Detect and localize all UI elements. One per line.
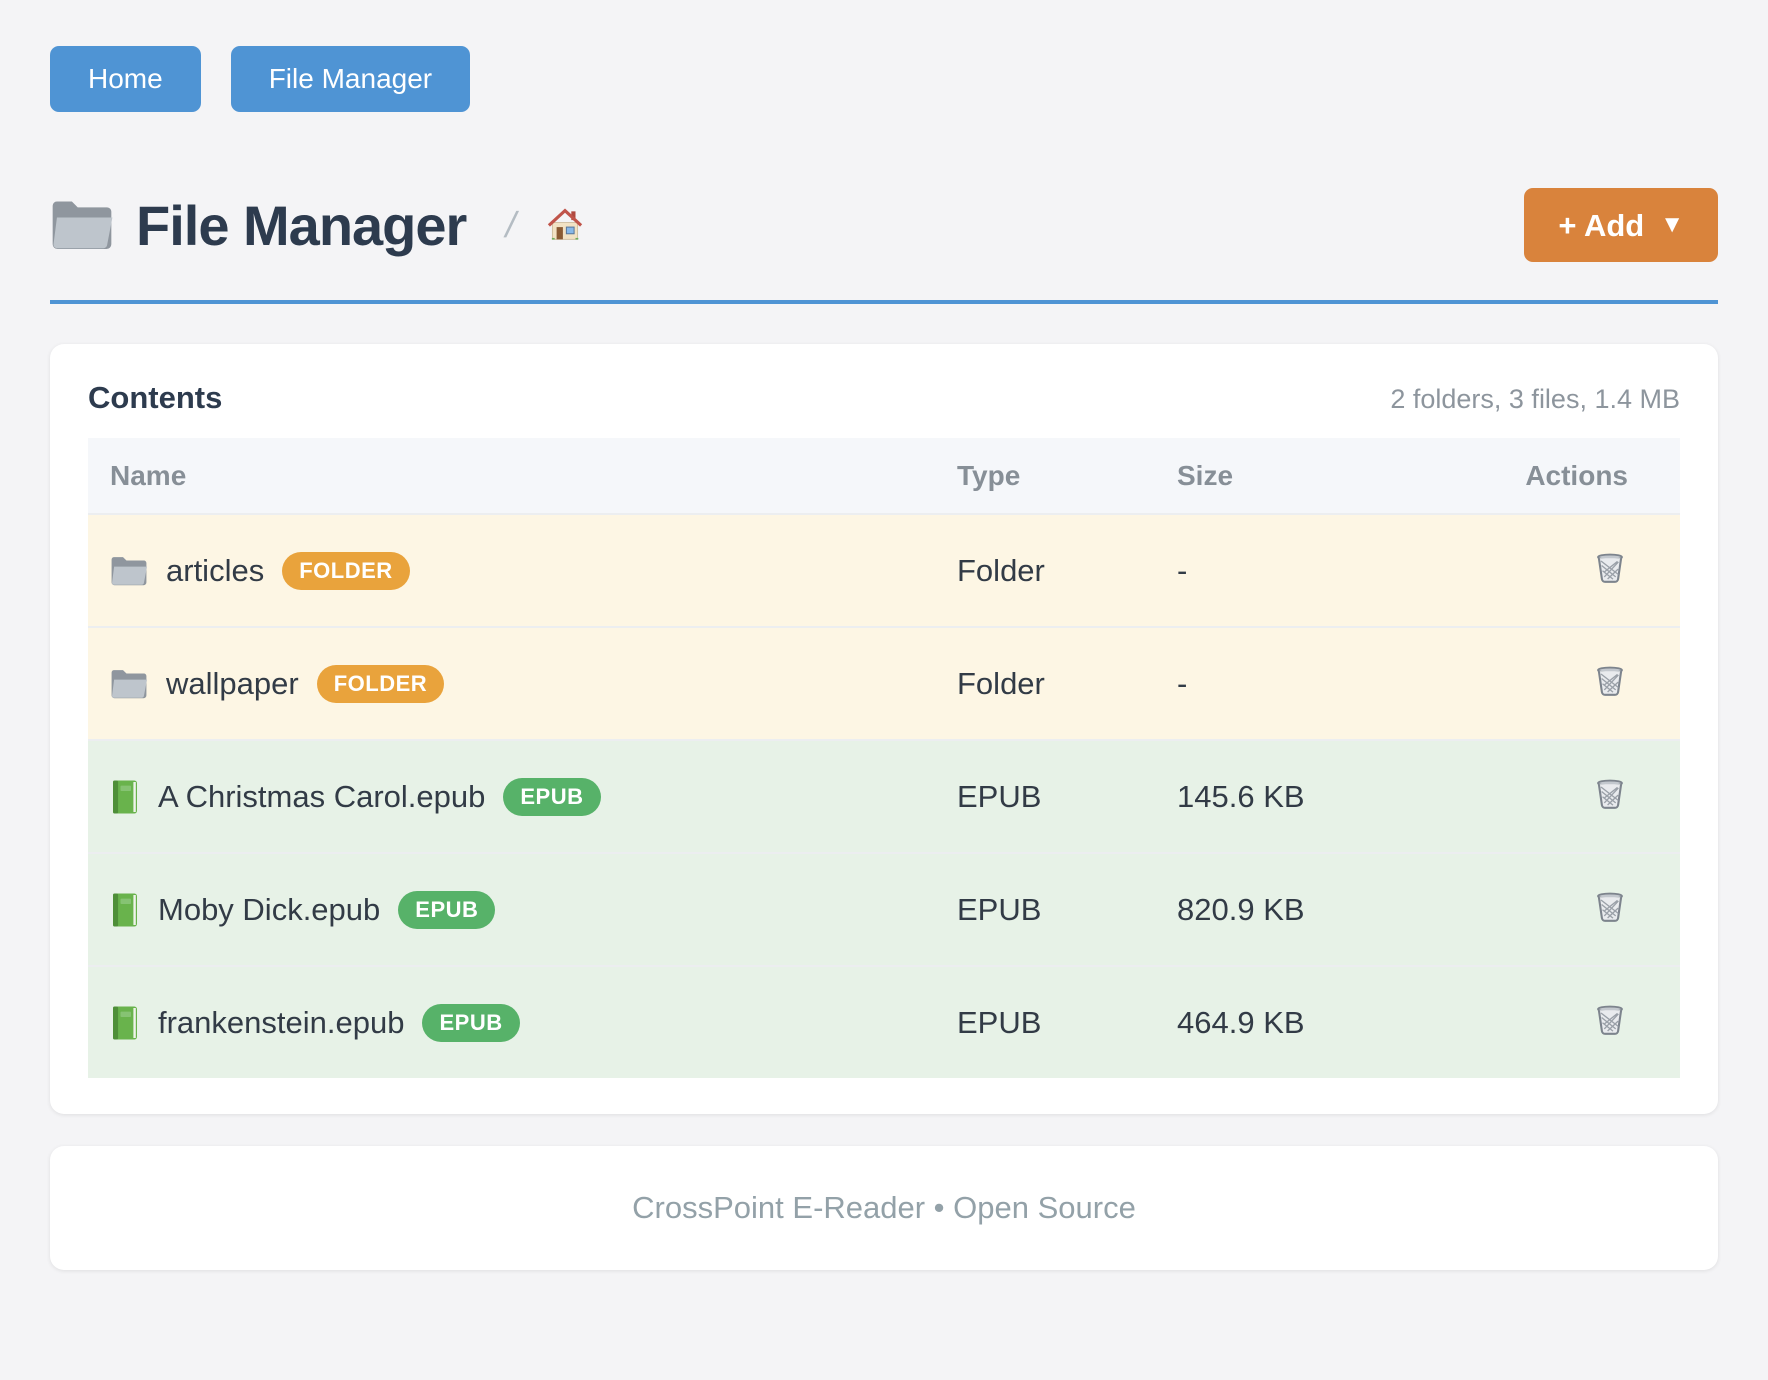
home-button[interactable]: Home	[50, 46, 201, 112]
title-group: File Manager /	[50, 193, 586, 258]
file-type: EPUB	[957, 778, 1042, 814]
file-name[interactable]: articles	[166, 552, 265, 588]
folder-icon	[110, 555, 148, 587]
delete-button[interactable]	[1592, 549, 1628, 585]
book-icon	[110, 1005, 140, 1041]
add-button-label: + Add	[1558, 207, 1645, 243]
top-nav: Home File Manager	[50, 46, 1718, 112]
page-title: File Manager	[136, 193, 467, 257]
file-size: 820.9 KB	[1177, 891, 1305, 927]
file-type: Folder	[957, 665, 1045, 701]
book-icon	[110, 892, 140, 928]
table-row[interactable]: wallpaper FOLDER Folder -	[88, 626, 1680, 739]
folder-badge: FOLDER	[316, 664, 445, 703]
epub-badge: EPUB	[422, 1003, 520, 1042]
book-icon	[110, 779, 140, 815]
file-name[interactable]: frankenstein.epub	[158, 1004, 405, 1040]
table-row[interactable]: A Christmas Carol.epub EPUB EPUB 145.6 K…	[88, 739, 1680, 852]
file-name[interactable]: Moby Dick.epub	[158, 891, 381, 927]
table-row[interactable]: frankenstein.epub EPUB EPUB 464.9 KB	[88, 965, 1680, 1078]
column-header-size: Size	[1177, 459, 1234, 491]
epub-badge: EPUB	[503, 777, 601, 816]
page-header: File Manager / + Add ▼	[50, 188, 1718, 262]
footer-text: CrossPoint E-Reader • Open Source	[632, 1190, 1136, 1225]
column-header-name: Name	[110, 459, 187, 491]
file-size: -	[1177, 552, 1188, 588]
column-header-actions: Actions	[1525, 459, 1628, 491]
contents-summary: 2 folders, 3 files, 1.4 MB	[1390, 384, 1680, 414]
contents-card: Contents 2 folders, 3 files, 1.4 MB Name…	[50, 344, 1718, 1114]
file-name[interactable]: A Christmas Carol.epub	[158, 778, 486, 814]
table-row[interactable]: articles FOLDER Folder -	[88, 513, 1680, 626]
file-name[interactable]: wallpaper	[166, 665, 299, 701]
contents-title: Contents	[88, 380, 223, 415]
file-type: EPUB	[957, 891, 1042, 927]
home-icon[interactable]	[544, 204, 586, 246]
contents-card-header: Contents 2 folders, 3 files, 1.4 MB	[88, 380, 1680, 416]
delete-button[interactable]	[1592, 1001, 1628, 1037]
column-header-type: Type	[957, 459, 1021, 491]
epub-badge: EPUB	[398, 890, 496, 929]
footer-card: CrossPoint E-Reader • Open Source	[50, 1146, 1718, 1270]
breadcrumb-separator: /	[502, 204, 521, 245]
header-divider	[50, 300, 1718, 304]
file-size: 464.9 KB	[1177, 1004, 1305, 1040]
folder-badge: FOLDER	[282, 551, 410, 590]
table-row[interactable]: Moby Dick.epub EPUB EPUB 820.9 KB	[88, 852, 1680, 965]
add-button[interactable]: + Add ▼	[1524, 188, 1718, 262]
file-size: 145.6 KB	[1177, 778, 1305, 814]
file-type: EPUB	[957, 1004, 1042, 1040]
folder-icon	[110, 668, 148, 700]
delete-button[interactable]	[1592, 775, 1628, 811]
delete-button[interactable]	[1592, 662, 1628, 698]
table-header-row: Name Type Size Actions	[88, 438, 1680, 513]
chevron-down-icon: ▼	[1660, 211, 1684, 238]
file-type: Folder	[957, 552, 1045, 588]
page: Home File Manager File Manager /	[50, 46, 1718, 1270]
delete-button[interactable]	[1592, 888, 1628, 924]
folder-icon	[50, 198, 114, 252]
file-manager-button[interactable]: File Manager	[230, 46, 471, 112]
file-table: Name Type Size Actions articles FOLDER	[88, 438, 1680, 1078]
file-size: -	[1177, 665, 1188, 701]
